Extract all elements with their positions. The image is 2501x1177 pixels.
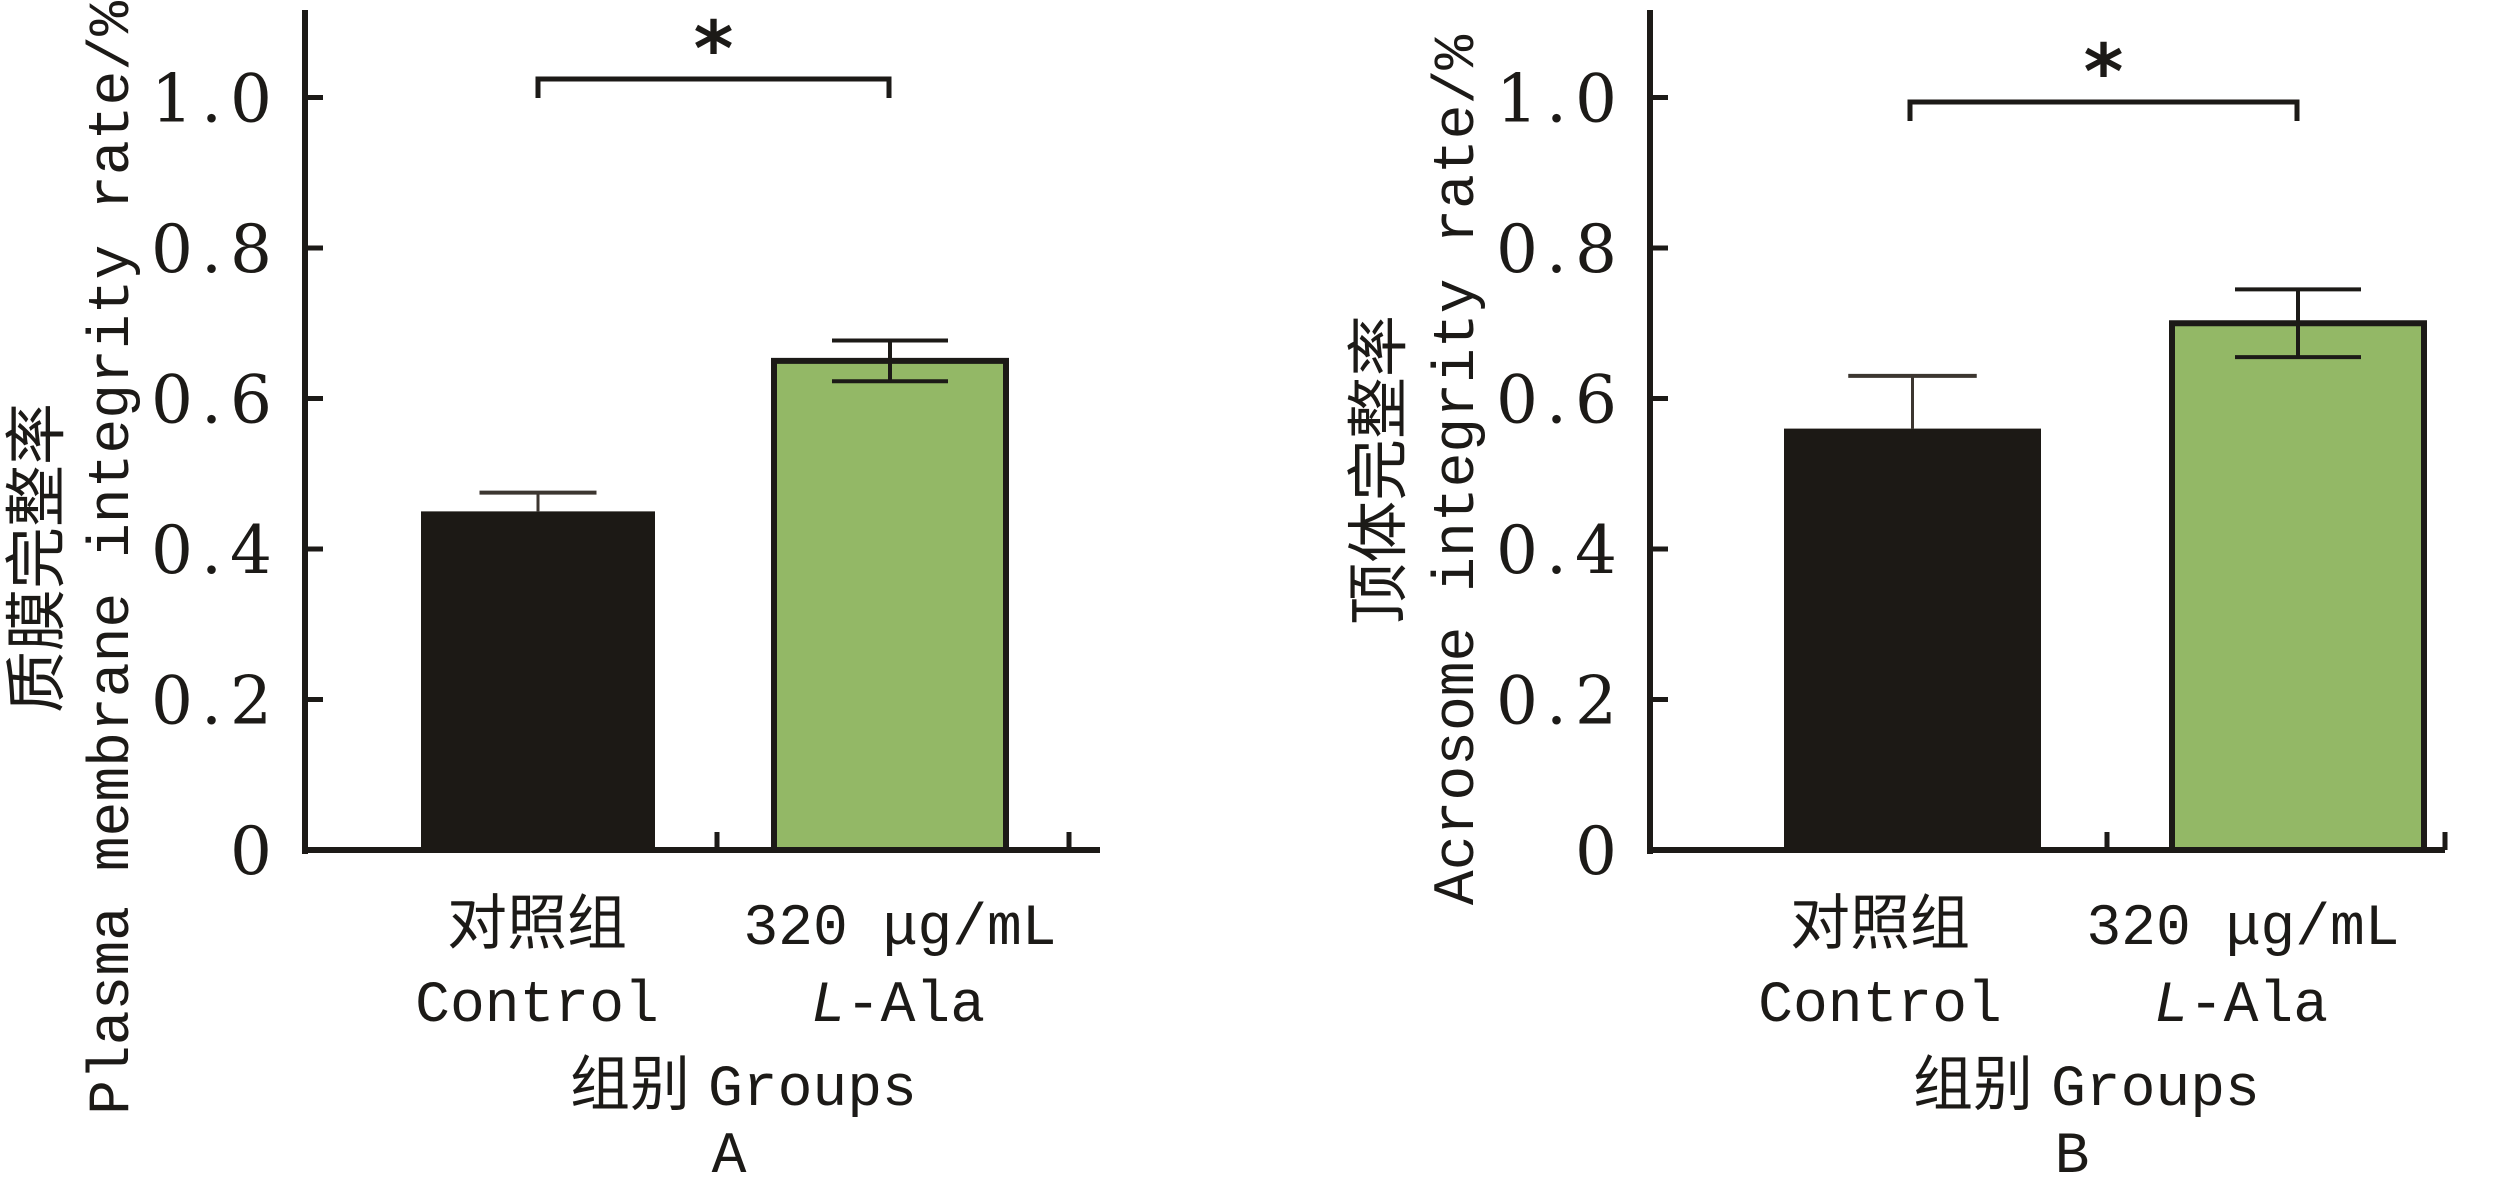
bar-treatment	[2169, 320, 2427, 853]
x-axis-title: 组别 Groups	[570, 1050, 917, 1123]
significance-bracket-line	[1907, 99, 2300, 121]
y-tick-label: 0.4	[151, 512, 280, 589]
y-tick-label: 0.4	[1496, 512, 1625, 589]
category-1-label-dose: 320 μg/mL	[743, 897, 1056, 962]
x-axis-title-en: Groups	[708, 1058, 917, 1123]
x-axis-title-en: Groups	[2051, 1058, 2260, 1123]
category-1-label-name: L-Ala	[811, 974, 985, 1039]
category-1-label-dose: 320 μg/mL	[2086, 897, 2399, 962]
y-tick-label: 0.2	[1496, 663, 1625, 740]
error-bars	[1848, 287, 2361, 429]
x-axis-title: 组别 Groups	[1913, 1050, 2260, 1123]
x-category-labels: 对照组 Control 320 μg/mL L-Ala	[415, 889, 1056, 1039]
y-axis-title: 顶体完整率 Acrosome integrity rate/%	[1342, 35, 1491, 905]
category-1-label-prefix: L	[811, 974, 846, 1039]
significance-star: *	[2084, 27, 2124, 116]
y-axis-title-zh: 顶体完整率	[1342, 315, 1415, 625]
x-category-labels: 对照组 Control 320 μg/mL L-Ala	[1758, 889, 2399, 1039]
category-0-label-en: Control	[415, 974, 659, 1039]
panel-label: B	[2055, 1125, 2090, 1177]
y-tick-label: 0.6	[151, 362, 280, 439]
category-1-label-suffix: -Ala	[846, 974, 985, 1039]
category-1-label-suffix: -Ala	[2189, 974, 2328, 1039]
y-tick-labels: 0 0.2 0.4 0.6 0.8 1.0	[151, 61, 280, 891]
y-tick-labels: 0 0.2 0.4 0.6 0.8 1.0	[1496, 61, 1625, 891]
category-0-label-en: Control	[1758, 974, 2002, 1039]
y-axis-title: 质膜完整率 Plasma membrane integrity rate/%	[0, 1, 146, 1115]
category-0-label-zh: 对照组	[447, 889, 627, 959]
y-tick-label: 0	[230, 813, 280, 890]
category-0-label-zh: 对照组	[1790, 889, 1970, 959]
bars	[421, 357, 1009, 853]
y-tick-label: 1.0	[151, 61, 280, 138]
y-tick-label: 0.8	[1496, 211, 1625, 288]
bar-treatment	[771, 357, 1009, 853]
y-axis-title-en: Acrosome integrity rate/%	[1426, 35, 1491, 905]
panel-b: 顶体完整率 Acrosome integrity rate/% * 0 0.2 0.…	[1342, 10, 2448, 1177]
y-axis-title-zh: 质膜完整率	[0, 403, 73, 713]
bar-control	[1784, 428, 2041, 850]
panel-a: 质膜完整率 Plasma membrane integrity rate/% *…	[0, 1, 1100, 1177]
significance-star: *	[694, 4, 734, 93]
x-axis-title-zh: 组别	[570, 1050, 690, 1120]
panel-label: A	[712, 1125, 747, 1177]
significance-bracket: *	[1907, 27, 2300, 121]
bars	[1784, 320, 2427, 853]
y-tick-label: 0	[1575, 813, 1625, 890]
category-1-label-name: L-Ala	[2154, 974, 2328, 1039]
bar-control	[421, 511, 655, 850]
y-tick-label: 0.2	[151, 663, 280, 740]
category-1-label-prefix: L	[2154, 974, 2189, 1039]
y-tick-label: 0.8	[151, 211, 280, 288]
significance-bracket-line	[535, 76, 892, 98]
x-axis-title-zh: 组别	[1913, 1050, 2033, 1120]
y-tick-label: 1.0	[1496, 61, 1625, 138]
y-tick-label: 0.6	[1496, 362, 1625, 439]
significance-bracket: *	[535, 4, 892, 98]
error-bars	[479, 338, 948, 512]
y-axis-title-en: Plasma membrane integrity rate/%	[81, 1, 146, 1115]
